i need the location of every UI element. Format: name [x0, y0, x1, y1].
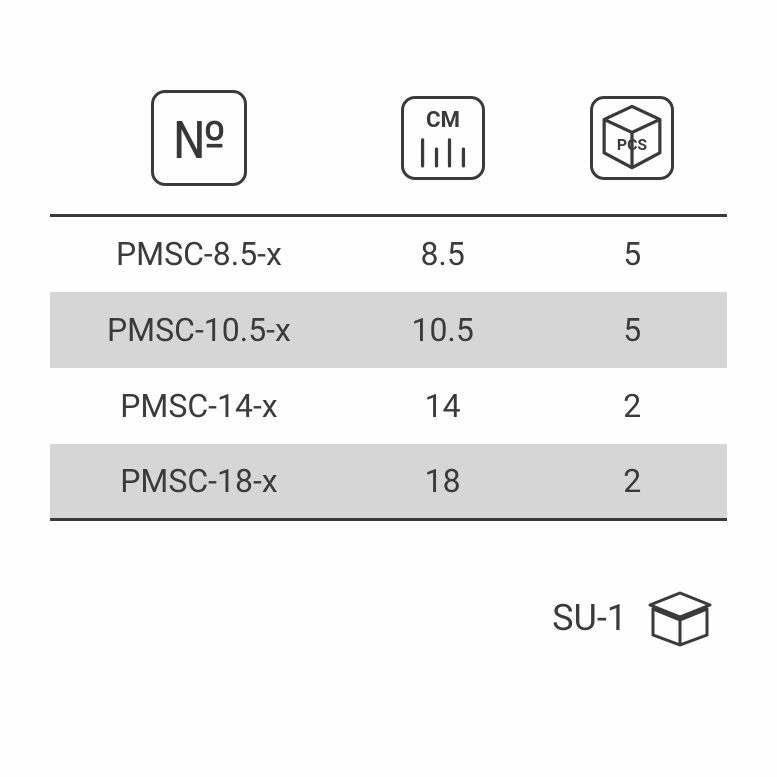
cell-sku: PMSC-18-x — [50, 444, 348, 520]
cell-sku: PMSC-14-x — [50, 368, 348, 444]
cell-pcs: 2 — [537, 444, 727, 520]
table-row: PMSC-10.5-x 10.5 5 — [50, 292, 727, 368]
cell-sku: PMSC-8.5-x — [50, 216, 348, 292]
table-header-row: № CM — [50, 80, 727, 216]
package-box-icon — [643, 589, 717, 647]
product-table: № CM — [50, 80, 727, 521]
footer-label: SU-1 — [552, 597, 627, 639]
ruler-icon: CM — [401, 96, 485, 180]
cell-pcs: 5 — [537, 292, 727, 368]
box-icon: PCS — [590, 96, 674, 180]
cell-cm: 10.5 — [348, 292, 538, 368]
cell-sku: PMSC-10.5-x — [50, 292, 348, 368]
col-header-cm: CM — [348, 80, 538, 216]
cell-pcs: 5 — [537, 216, 727, 292]
cell-cm: 8.5 — [348, 216, 538, 292]
table-row: PMSC-18-x 18 2 — [50, 444, 727, 520]
footer: SU-1 — [552, 589, 717, 647]
numero-icon: № — [151, 90, 247, 186]
cell-pcs: 2 — [537, 368, 727, 444]
pcs-label: PCS — [617, 135, 647, 154]
col-header-number: № — [50, 80, 348, 216]
col-header-pcs: PCS — [537, 80, 727, 216]
table-row: PMSC-14-x 14 2 — [50, 368, 727, 444]
table-row: PMSC-8.5-x 8.5 5 — [50, 216, 727, 292]
numero-label: № — [154, 93, 244, 189]
cell-cm: 14 — [348, 368, 538, 444]
cell-cm: 18 — [348, 444, 538, 520]
cm-label: CM — [426, 107, 460, 133]
page: № CM — [0, 0, 777, 777]
